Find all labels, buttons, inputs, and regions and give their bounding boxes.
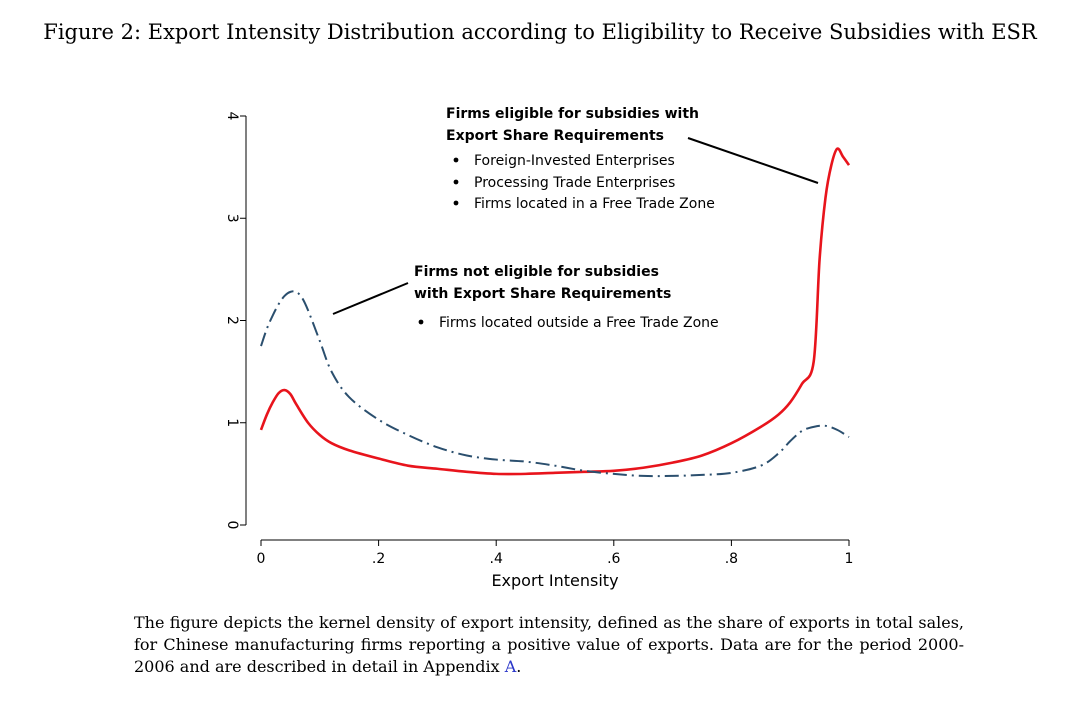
annotation-eligible-heading-1: Firms eligible for subsidies with	[446, 106, 699, 122]
x-axis-label: Export Intensity	[491, 571, 618, 590]
bullet-dot	[453, 200, 459, 206]
y-tick-label: 0	[224, 521, 240, 530]
x-tick-label: 1	[845, 551, 854, 567]
caption-text: The figure depicts the kernel density of…	[134, 613, 964, 676]
annotation-not-eligible-pointer	[332, 282, 409, 315]
x-tick-label: .8	[725, 551, 738, 567]
x-tick-label: 0	[257, 551, 266, 567]
series-line-not-eligible	[260, 290, 850, 478]
y-tick-label: 1	[224, 418, 240, 427]
bullet-dot	[418, 319, 424, 325]
bullet-dot	[453, 179, 459, 185]
x-tick-label: .2	[372, 551, 385, 567]
y-tick-label: 3	[224, 214, 240, 223]
x-tick-label: .4	[490, 551, 503, 567]
annotation-eligible-bullet-3: Firms located in a Free Trade Zone	[474, 196, 715, 212]
appendix-link[interactable]: A	[504, 657, 517, 676]
chart-axes: 0 .2 .4 .6 .8 1 0 1 2 3 4 Export Intensity	[224, 112, 853, 590]
y-tick-label: 2	[224, 316, 240, 325]
caption-end: .	[516, 657, 522, 676]
bullet-dot	[453, 157, 459, 163]
x-tick-label: .6	[607, 551, 620, 567]
annotation-eligible-bullet-2: Processing Trade Enterprises	[474, 175, 675, 191]
kernel-density-chart: 0 .2 .4 .6 .8 1 0 1 2 3 4 Export Intensity Firms …	[224, 106, 853, 590]
annotation-eligible: Firms eligible for subsidies with Export…	[446, 106, 819, 212]
figure-title: Figure 2: Export Intensity Distribution …	[43, 20, 1037, 44]
y-tick-label: 4	[224, 112, 240, 121]
annotation-not-eligible-heading-1: Firms not eligible for subsidies	[414, 264, 659, 280]
annotation-not-eligible-heading-2: with Export Share Requirements	[414, 286, 671, 302]
annotation-not-eligible: Firms not eligible for subsidies with Ex…	[332, 264, 719, 331]
annotation-eligible-pointer	[687, 137, 819, 184]
series-line-eligible	[259, 147, 851, 476]
annotation-eligible-bullet-1: Foreign-Invested Enterprises	[474, 153, 675, 169]
annotation-not-eligible-bullet-1: Firms located outside a Free Trade Zone	[439, 315, 719, 331]
figure-caption: The figure depicts the kernel density of…	[134, 612, 964, 678]
annotation-eligible-heading-2: Export Share Requirements	[446, 128, 664, 144]
